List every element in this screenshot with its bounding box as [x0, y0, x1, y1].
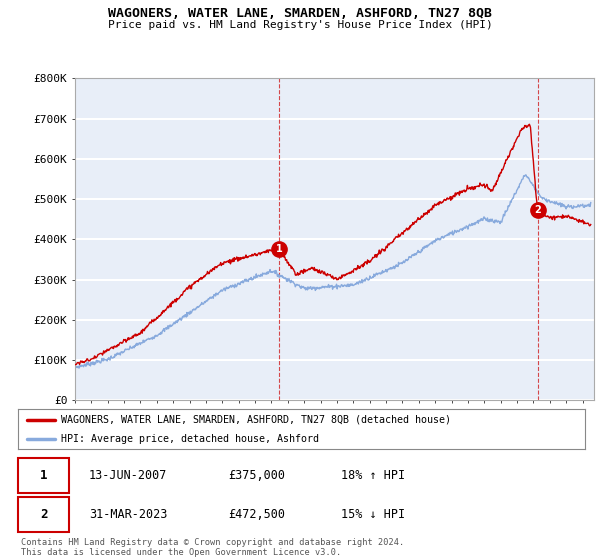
Text: WAGONERS, WATER LANE, SMARDEN, ASHFORD, TN27 8QB (detached house): WAGONERS, WATER LANE, SMARDEN, ASHFORD, …	[61, 415, 451, 424]
FancyBboxPatch shape	[18, 497, 69, 532]
Text: 18% ↑ HPI: 18% ↑ HPI	[341, 469, 406, 482]
Text: 2: 2	[40, 508, 47, 521]
Text: 1: 1	[40, 469, 47, 482]
Text: WAGONERS, WATER LANE, SMARDEN, ASHFORD, TN27 8QB: WAGONERS, WATER LANE, SMARDEN, ASHFORD, …	[108, 7, 492, 20]
Text: 1: 1	[275, 245, 282, 254]
Text: Price paid vs. HM Land Registry's House Price Index (HPI): Price paid vs. HM Land Registry's House …	[107, 20, 493, 30]
Text: Contains HM Land Registry data © Crown copyright and database right 2024.
This d: Contains HM Land Registry data © Crown c…	[21, 538, 404, 557]
Text: 2: 2	[534, 205, 541, 215]
Text: 13-JUN-2007: 13-JUN-2007	[89, 469, 167, 482]
FancyBboxPatch shape	[18, 458, 69, 493]
Text: £375,000: £375,000	[228, 469, 285, 482]
Text: £472,500: £472,500	[228, 508, 285, 521]
Text: 15% ↓ HPI: 15% ↓ HPI	[341, 508, 406, 521]
Text: HPI: Average price, detached house, Ashford: HPI: Average price, detached house, Ashf…	[61, 434, 319, 444]
Text: 31-MAR-2023: 31-MAR-2023	[89, 508, 167, 521]
